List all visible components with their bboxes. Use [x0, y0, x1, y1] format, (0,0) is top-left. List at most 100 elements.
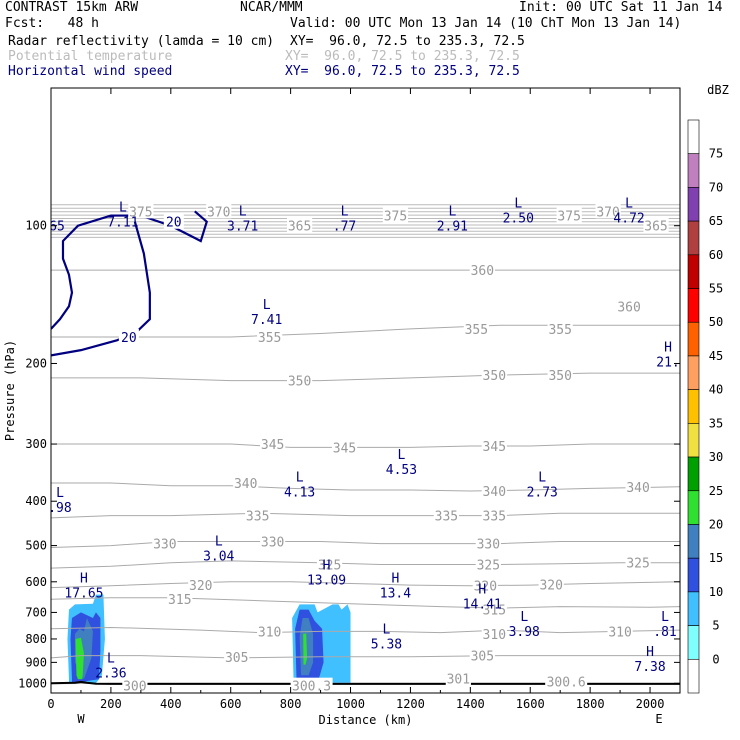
theta-label: 360 [617, 300, 640, 315]
colorbar-tick-label: 10 [709, 585, 723, 599]
theta-label-bg [625, 554, 651, 570]
colorbar-tick-label: 15 [709, 551, 723, 565]
theta-label: 370 [596, 205, 619, 220]
y-tick-label: 300 [25, 437, 47, 451]
theta-label-bg [224, 648, 250, 664]
wind-label: 20 [121, 331, 137, 346]
wind-extremum-value: 3.71 [227, 220, 258, 235]
theta-label: 360 [471, 264, 494, 279]
wind-extremum-low-marker: L [383, 623, 391, 638]
colorbar-tick-label: 0 [712, 652, 719, 666]
field-wind-xy: XY= 96.0, 72.5 to 235.3, 72.5 [285, 64, 520, 79]
theta-label-bg [257, 623, 283, 639]
theta-label-bg [287, 217, 313, 233]
field-reflectivity-name: Radar reflectivity (lamda = 10 cm) [8, 34, 275, 49]
wind-extremum-high-marker: H [80, 572, 88, 587]
theta-label-bg [433, 507, 459, 523]
theta-label: 310 [258, 625, 281, 640]
theta-label-bg [257, 328, 283, 344]
theta-label: 305 [471, 650, 494, 665]
colorbar-swatch [687, 220, 700, 256]
wind-label-bg [118, 328, 139, 344]
colorbar-swatch [687, 557, 700, 593]
wind-label: 20 [166, 216, 182, 231]
center-label: NCAR/MMM [240, 0, 303, 15]
wind-extremum-value: 13.4 [380, 587, 411, 602]
wind-extremum-low-marker: L [119, 201, 127, 216]
theta-label: 340 [626, 481, 649, 496]
wind-extremum-value: 3.98 [509, 625, 540, 640]
theta-contour-320 [51, 581, 680, 589]
wind-extremum-value: 2.73 [527, 486, 558, 501]
theta-label-bg [481, 438, 507, 454]
theta-label-bg [547, 367, 573, 383]
colorbar-tick-label: 40 [709, 383, 723, 397]
colorbar-tick-label: 5 [712, 619, 719, 633]
wind-extremum-value: 17.65 [64, 587, 103, 602]
theta-label: 310 [483, 628, 506, 643]
theta-label-bg [122, 677, 148, 693]
wind-extremum-high-marker: H [664, 340, 672, 355]
wind-extremum-high-marker: H [646, 645, 654, 660]
theta-label: 375 [129, 205, 152, 220]
colorbar-tick-label: 55 [709, 282, 723, 296]
y-tick-label: 100 [25, 219, 47, 233]
colorbar-swatch [687, 254, 700, 289]
wind-extremum-low-marker: L [107, 652, 115, 667]
wind-extremum-value: 2.91 [437, 220, 468, 235]
wind-extremum-value: 14.41 [463, 598, 502, 613]
colorbar-swatch [687, 389, 700, 424]
theta-label: 330 [261, 536, 284, 551]
wind-extremum-value: 3.04 [203, 549, 234, 564]
theta-label: 345 [483, 440, 506, 455]
colorbar-swatch [687, 288, 700, 323]
theta-label-bg [481, 483, 507, 499]
forecast-hour: Fcst: 48 h [5, 16, 99, 31]
theta-label: 375 [557, 210, 580, 225]
theta-label-bg [481, 625, 507, 641]
theta-label-bg [382, 207, 409, 223]
theta-label-bg [287, 372, 313, 388]
theta-label: 370 [207, 205, 230, 220]
theta-label: 355 [465, 323, 488, 338]
y-tick-label: 500 [25, 539, 47, 553]
wind-extremum-low-marker: L [625, 196, 633, 211]
model-title: CONTRAST 15km ARW [5, 0, 139, 15]
colorbar-swatch [687, 658, 700, 694]
theta-contour-340 [51, 482, 680, 492]
theta-contour-325 [51, 560, 680, 569]
field-theta-xy: XY= 96.0, 72.5 to 235.3, 72.5 [285, 49, 520, 64]
wind-extremum-value: 13.09 [307, 573, 346, 588]
wind-extremum-low-marker: L [514, 196, 522, 211]
reflectivity-20-area-0 [75, 637, 84, 680]
theta-label-bg [545, 673, 588, 689]
y-tick-label: 700 [25, 605, 47, 619]
wind-extremum-value: 7.11 [107, 216, 138, 231]
colorbar-tick-label: 20 [709, 517, 723, 531]
theta-label-bg [469, 262, 495, 278]
y-axis-label: Pressure (hPa) [3, 340, 17, 441]
wind-extremum-value: 21. [656, 355, 679, 370]
theta-contour-355 [51, 324, 680, 338]
x-tick-label: 1600 [516, 697, 545, 711]
wind-extremum-high-marker: H [478, 583, 486, 598]
x-tick-label: 800 [280, 697, 302, 711]
theta-label-bg [290, 677, 333, 693]
theta-label: 320 [474, 580, 497, 595]
x-tick-label: 200 [100, 697, 122, 711]
theta-contour-330 [51, 541, 680, 549]
theta-label-bg [167, 591, 193, 607]
y-tick-label: 1000 [18, 676, 47, 690]
field-theta-name: Potential temperature [8, 49, 173, 64]
theta-label: 350 [548, 369, 571, 384]
x-tick-label: 1400 [456, 697, 485, 711]
theta-label: 345 [333, 441, 356, 456]
theta-label-bg [445, 670, 471, 686]
wind-extremum-low-marker: L [661, 610, 669, 625]
theta-label: 315 [168, 593, 191, 608]
colorbar-swatch [687, 456, 700, 492]
valid-time: Valid: 00 UTC Mon 13 Jan 14 (10 ChT Mon … [290, 16, 682, 31]
wind-extremum-value: 5.38 [371, 638, 402, 653]
theta-label-bg [316, 556, 343, 572]
